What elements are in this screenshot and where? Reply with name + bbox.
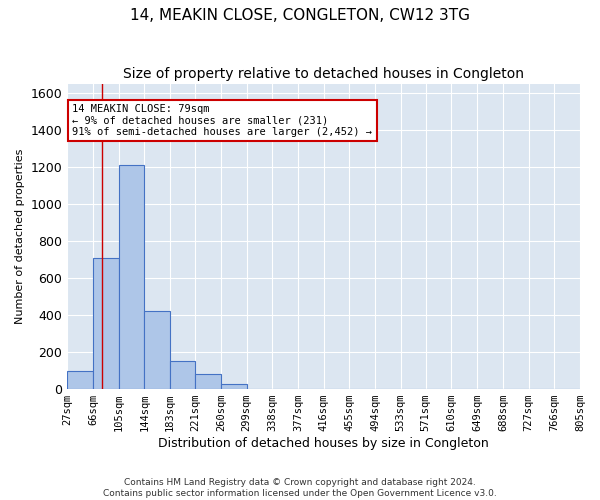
Text: 14, MEAKIN CLOSE, CONGLETON, CW12 3TG: 14, MEAKIN CLOSE, CONGLETON, CW12 3TG	[130, 8, 470, 22]
Bar	[170, 362, 195, 389]
Bar	[145, 310, 170, 389]
Bar	[67, 370, 93, 389]
Text: 14 MEAKIN CLOSE: 79sqm
← 9% of detached houses are smaller (231)
91% of semi-det: 14 MEAKIN CLOSE: 79sqm ← 9% of detached …	[73, 104, 373, 137]
Bar	[119, 166, 145, 389]
Text: Contains HM Land Registry data © Crown copyright and database right 2024.
Contai: Contains HM Land Registry data © Crown c…	[103, 478, 497, 498]
Bar	[93, 258, 119, 389]
Bar	[195, 374, 221, 389]
X-axis label: Distribution of detached houses by size in Congleton: Distribution of detached houses by size …	[158, 437, 489, 450]
Y-axis label: Number of detached properties: Number of detached properties	[15, 149, 25, 324]
Title: Size of property relative to detached houses in Congleton: Size of property relative to detached ho…	[123, 68, 524, 82]
Bar	[221, 384, 247, 389]
